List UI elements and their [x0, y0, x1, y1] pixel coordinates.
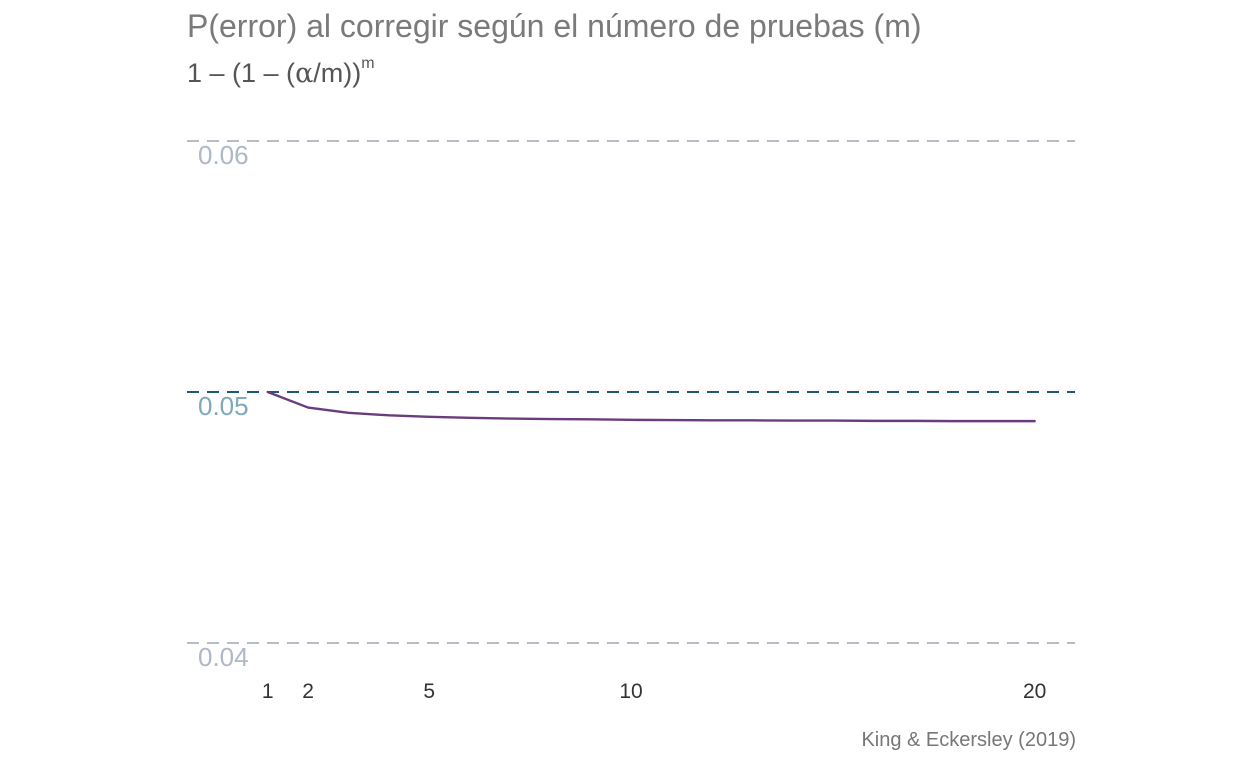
- grid-layer: [187, 140, 1075, 644]
- x-tick-label: 20: [1023, 680, 1046, 703]
- x-tick-label: 10: [619, 680, 642, 703]
- chart-title: P(error) al corregir según el número de …: [187, 8, 922, 44]
- y-tick-label: 0.05: [198, 391, 249, 421]
- x-tick-label: 2: [302, 680, 314, 703]
- chart-caption: King & Eckersley (2019): [861, 729, 1076, 751]
- y-tick-label: 0.06: [198, 140, 249, 170]
- x-tick-label: 1: [262, 680, 274, 703]
- x-tick-label: 5: [423, 680, 435, 703]
- subtitle-exponent: m: [361, 55, 375, 72]
- x-axis-ticks: 1 2 5 10 20: [262, 680, 1046, 703]
- y-axis-ticks: 0.04 0.05 0.06: [198, 140, 249, 672]
- series-layer: [266, 390, 1036, 423]
- subtitle-prefix: 1 – (1 – (: [187, 58, 296, 88]
- series-line: [266, 390, 1036, 423]
- y-tick-label: 0.04: [198, 642, 249, 672]
- subtitle-middle: /m)): [313, 58, 362, 88]
- subtitle-alpha: α: [295, 58, 314, 89]
- chart-subtitle: 1 – (1 – (α/m))m: [187, 55, 375, 89]
